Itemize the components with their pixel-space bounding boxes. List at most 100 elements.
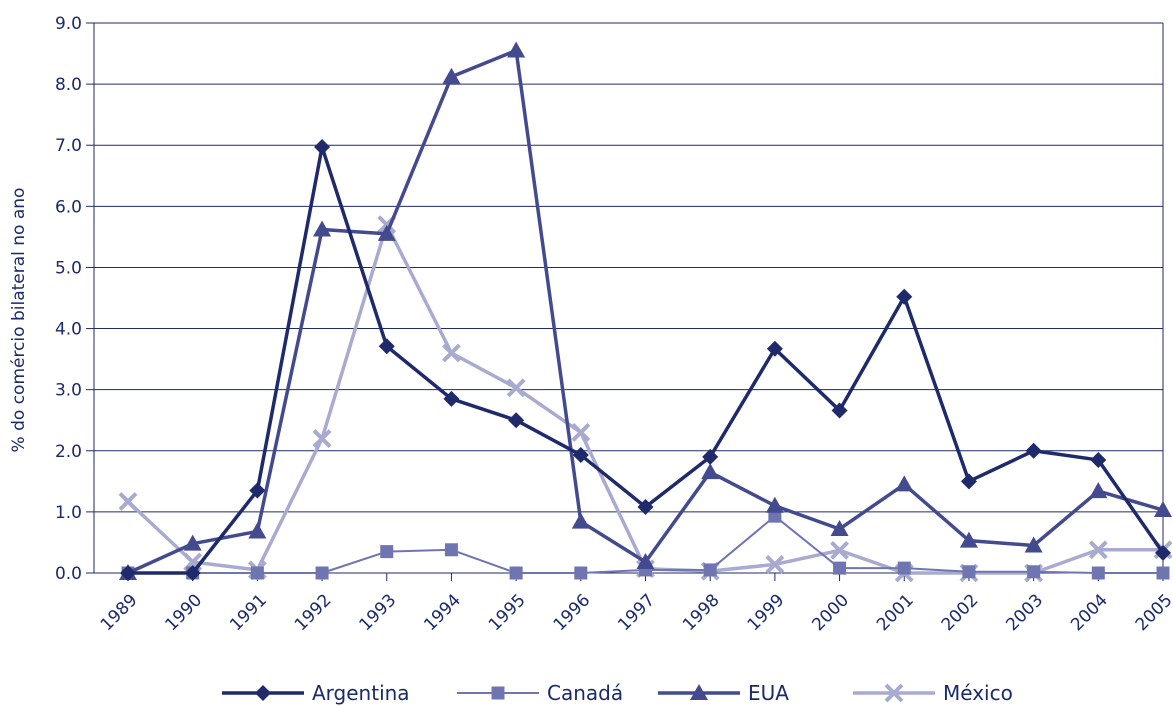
x-tick-label: 1995 <box>485 590 530 635</box>
x-marker-stroke <box>765 555 785 574</box>
triangle-marker <box>1154 501 1172 518</box>
x-tick-label: 2001 <box>873 590 918 635</box>
y-tick-label: 1.0 <box>55 503 82 523</box>
triangle-marker <box>507 41 526 58</box>
diamond-marker <box>443 390 460 407</box>
x-tick-label: 1996 <box>550 590 595 635</box>
series-line <box>126 222 1163 575</box>
triangle-marker <box>1089 482 1108 499</box>
x-marker-stroke <box>1088 540 1108 560</box>
diamond-marker <box>831 402 848 419</box>
x-marker <box>118 492 138 511</box>
y-tick-label: 3.0 <box>55 381 82 401</box>
x-tick-label: 1992 <box>291 590 336 635</box>
legend-item: México <box>853 681 1013 705</box>
y-axis-label: % do comércio bilateral no ano <box>9 188 29 453</box>
diamond-marker <box>702 448 719 465</box>
grid-lines <box>94 22 1163 513</box>
diamond-marker <box>120 565 136 581</box>
x-axis-ticks: 1989 1990 1991 1992 1993 1994 1995 1996 1997 1998… <box>97 573 1173 635</box>
y-axis-ticks: 0.0 1.0 2.0 3.0 4.0 5.0 6.0 7.0 8.0 9.0 <box>55 14 94 584</box>
series-eua <box>119 41 1172 580</box>
square-marker <box>897 561 911 575</box>
y-tick-label: 0.0 <box>55 564 82 584</box>
x-tick-label: 2005 <box>1132 590 1173 635</box>
x-marker-stroke <box>312 429 332 448</box>
x-tick-label: 1994 <box>420 590 465 635</box>
legend: Argentina Canadá EUA México <box>222 681 1013 705</box>
legend-label: EUA <box>748 681 789 705</box>
x-marker <box>571 423 591 442</box>
square-marker <box>1027 565 1041 579</box>
x-marker <box>312 429 332 448</box>
legend-item: Argentina <box>222 681 410 705</box>
y-tick-label: 7.0 <box>55 136 82 156</box>
square-marker <box>491 686 505 700</box>
x-marker-stroke <box>506 378 526 398</box>
diamond-marker <box>637 499 654 515</box>
diamond-marker <box>378 338 395 355</box>
triangle-marker <box>377 224 396 241</box>
triangle-marker <box>1024 536 1043 553</box>
square-marker <box>768 509 782 523</box>
diamond-marker <box>1090 451 1107 468</box>
x-marker-stroke <box>830 540 849 560</box>
square-marker <box>574 566 588 580</box>
legend-label: México <box>943 681 1013 705</box>
square-marker <box>380 545 394 559</box>
square-marker <box>444 543 458 557</box>
x-tick-label: 1999 <box>744 590 789 635</box>
square-marker <box>962 565 976 579</box>
square-marker <box>703 563 717 577</box>
diamond-marker <box>249 482 266 499</box>
x-tick-label: 1989 <box>97 590 142 635</box>
diamond-marker <box>766 340 783 357</box>
x-marker-stroke <box>442 343 461 363</box>
x-tick-label: 2002 <box>938 590 983 635</box>
diamond-marker <box>572 447 589 464</box>
square-marker <box>509 566 523 580</box>
triangle-marker <box>830 520 849 536</box>
x-tick-label: 2003 <box>1002 590 1047 635</box>
y-tick-label: 5.0 <box>55 258 82 278</box>
triangle-marker <box>895 475 914 492</box>
x-tick-label: 2004 <box>1067 590 1112 635</box>
diamond-marker <box>508 412 525 429</box>
x-tick-label: 1998 <box>679 590 724 635</box>
x-marker <box>442 343 461 363</box>
series-méxico <box>118 215 1173 583</box>
x-marker <box>884 683 904 703</box>
x-marker <box>1088 540 1108 560</box>
x-marker <box>506 378 526 398</box>
x-tick-label: 1993 <box>356 590 401 635</box>
square-marker <box>833 561 847 575</box>
legend-item: Canadá <box>457 681 623 705</box>
x-tick-label: 1991 <box>226 590 271 635</box>
triangle-marker <box>442 67 461 84</box>
triangle-marker <box>959 531 978 548</box>
x-marker-stroke <box>118 492 138 511</box>
x-tick-label: 1997 <box>614 590 659 635</box>
x-tick-label: 2000 <box>808 590 853 635</box>
square-marker <box>1091 566 1105 580</box>
square-marker <box>250 566 264 580</box>
triangle-marker <box>701 463 720 480</box>
triangle-marker <box>571 512 590 529</box>
y-tick-label: 8.0 <box>55 75 82 95</box>
triangle-marker <box>248 522 267 539</box>
x-marker <box>830 540 849 560</box>
legend-label: Canadá <box>547 681 623 705</box>
diamond-marker <box>184 565 201 581</box>
diamond-marker <box>1025 442 1042 459</box>
y-tick-label: 9.0 <box>55 14 82 34</box>
y-tick-label: 2.0 <box>55 442 82 462</box>
x-tick-label: 1990 <box>161 590 206 635</box>
triangle-marker <box>636 553 655 569</box>
triangle-marker <box>765 496 784 513</box>
legend-label: Argentina <box>312 681 410 705</box>
diamond-marker <box>255 685 271 701</box>
triangle-marker <box>690 684 708 700</box>
diamond-marker <box>1155 544 1171 561</box>
series-line <box>127 48 1164 575</box>
series-group <box>118 41 1173 583</box>
